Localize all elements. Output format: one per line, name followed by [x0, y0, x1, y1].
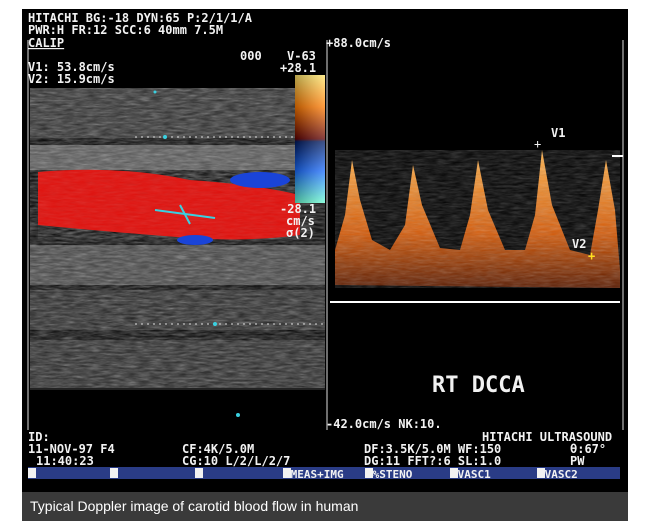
info-text: DF:3.5K/5.0M WF:150 [364, 442, 501, 456]
scale-min: -28.1 [280, 202, 316, 216]
softkey: 4MEAS+IMG [284, 468, 344, 481]
softkey: 5%STENO [366, 468, 413, 481]
scale-code: 000 [240, 49, 262, 63]
softkey-number-box [450, 468, 458, 478]
scale-max: +28.1 [280, 61, 316, 75]
info-text: PW [570, 454, 585, 468]
softkey: 1 [29, 468, 36, 481]
info-text: DG:11 FFT?:6 SL:1.0 [364, 454, 501, 468]
b-mode-image [27, 40, 325, 430]
status-line: PWR:H FR:12 SCC:6 40mm 7.5M [28, 23, 223, 37]
marker-label: V2 [572, 237, 586, 251]
vessel-label: RT DCCA [432, 373, 525, 398]
scale-sigma: σ(2) [286, 226, 315, 240]
id-label: ID: [28, 430, 50, 444]
softkey: 6VASC1 [451, 468, 491, 481]
spectrum-min: -42.0cm/s NK:10. [326, 417, 442, 431]
softkey-number-box [195, 468, 203, 478]
softkey: 3 [196, 468, 203, 481]
svg-text:+: + [534, 137, 541, 151]
scale-mode: V-63 [287, 49, 316, 63]
info-text: 11-NOV-97 F4 [28, 442, 115, 456]
softkey-number-box [537, 468, 545, 478]
spectrum-max: +88.0cm/s [326, 36, 391, 50]
marker-label: V1 [551, 126, 565, 140]
softkey-number-box [365, 468, 373, 478]
softkey-bar [28, 467, 620, 479]
calip-label: CALIP [28, 36, 64, 50]
info-text: 11:40:23 [36, 454, 94, 468]
velocity-readout: V2: 15.9cm/s [28, 72, 115, 86]
softkey: 2 [111, 468, 118, 481]
softkey-number-box [110, 468, 118, 478]
softkey-number-box [28, 468, 36, 478]
caption-bar [22, 492, 628, 521]
softkey-number-box [283, 468, 291, 478]
info-text: CF:4K/5.0M [182, 442, 254, 456]
info-text: CG:10 L/2/L/2/7 [182, 454, 290, 468]
status-line: HITACHI BG:-18 DYN:65 P:2/1/1/A [28, 11, 253, 25]
caption: Typical Doppler image of carotid blood f… [30, 498, 358, 514]
info-text: θ:67° [570, 442, 606, 456]
brand: HITACHI ULTRASOUND [482, 430, 612, 444]
scale-unit: cm/s [286, 214, 315, 228]
svg-text:+: + [588, 249, 595, 263]
softkey: 7VASC2 [538, 468, 578, 481]
velocity-readout: V1: 53.8cm/s [28, 60, 115, 74]
doppler-spectrum: + + [326, 40, 624, 430]
